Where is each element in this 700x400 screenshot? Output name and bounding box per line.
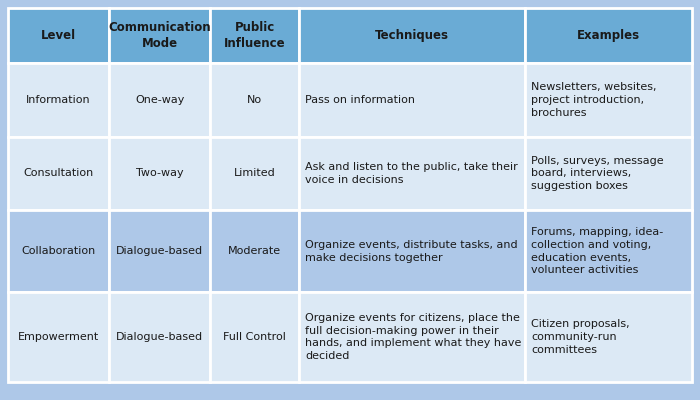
Text: One-way: One-way [135, 95, 185, 105]
Text: Full Control: Full Control [223, 332, 286, 342]
Text: Dialogue-based: Dialogue-based [116, 246, 204, 256]
Text: Limited: Limited [234, 168, 276, 178]
Bar [300, 292, 525, 382]
Bar [211, 292, 300, 382]
Bar [300, 210, 525, 292]
Bar [211, 210, 300, 292]
Text: Polls, surveys, message
board, interviews,
suggestion boxes: Polls, surveys, message board, interview… [531, 156, 664, 191]
Text: Public
Influence: Public Influence [224, 21, 286, 50]
Text: Techniques: Techniques [375, 29, 449, 42]
Bar [525, 210, 692, 292]
Text: Forums, mapping, idea-
collection and voting,
education events,
volunteer activi: Forums, mapping, idea- collection and vo… [531, 227, 664, 275]
Bar [211, 8, 300, 63]
Bar [300, 8, 525, 63]
Bar [8, 292, 109, 382]
Text: Citizen proposals,
community-run
committees: Citizen proposals, community-run committ… [531, 319, 630, 355]
Bar [525, 63, 692, 137]
Bar [109, 63, 211, 137]
Bar [109, 292, 211, 382]
Text: No: No [247, 95, 262, 105]
Bar [211, 137, 300, 210]
Text: Organize events, distribute tasks, and
make decisions together: Organize events, distribute tasks, and m… [305, 240, 518, 262]
Text: Communication
Mode: Communication Mode [108, 21, 211, 50]
Text: Level: Level [41, 29, 76, 42]
Bar [8, 137, 109, 210]
Text: Moderate: Moderate [228, 246, 281, 256]
Text: Dialogue-based: Dialogue-based [116, 332, 204, 342]
Text: Ask and listen to the public, take their
voice in decisions: Ask and listen to the public, take their… [305, 162, 518, 185]
Bar [109, 137, 211, 210]
Bar [8, 210, 109, 292]
Bar [525, 292, 692, 382]
Bar [109, 8, 211, 63]
Bar [300, 137, 525, 210]
Bar [525, 137, 692, 210]
Text: Pass on information: Pass on information [305, 95, 415, 105]
Text: Information: Information [27, 95, 91, 105]
Text: Two-way: Two-way [136, 168, 183, 178]
Text: Organize events for citizens, place the
full decision-making power in their
hand: Organize events for citizens, place the … [305, 313, 522, 361]
Text: Consultation: Consultation [24, 168, 94, 178]
Text: Empowerment: Empowerment [18, 332, 99, 342]
Bar [109, 210, 211, 292]
Text: Newsletters, websites,
project introduction,
brochures: Newsletters, websites, project introduct… [531, 82, 657, 118]
Bar [525, 8, 692, 63]
Text: Examples: Examples [577, 29, 640, 42]
Text: Collaboration: Collaboration [22, 246, 96, 256]
Bar [8, 8, 109, 63]
Bar [8, 63, 109, 137]
Bar [300, 63, 525, 137]
Bar [211, 63, 300, 137]
